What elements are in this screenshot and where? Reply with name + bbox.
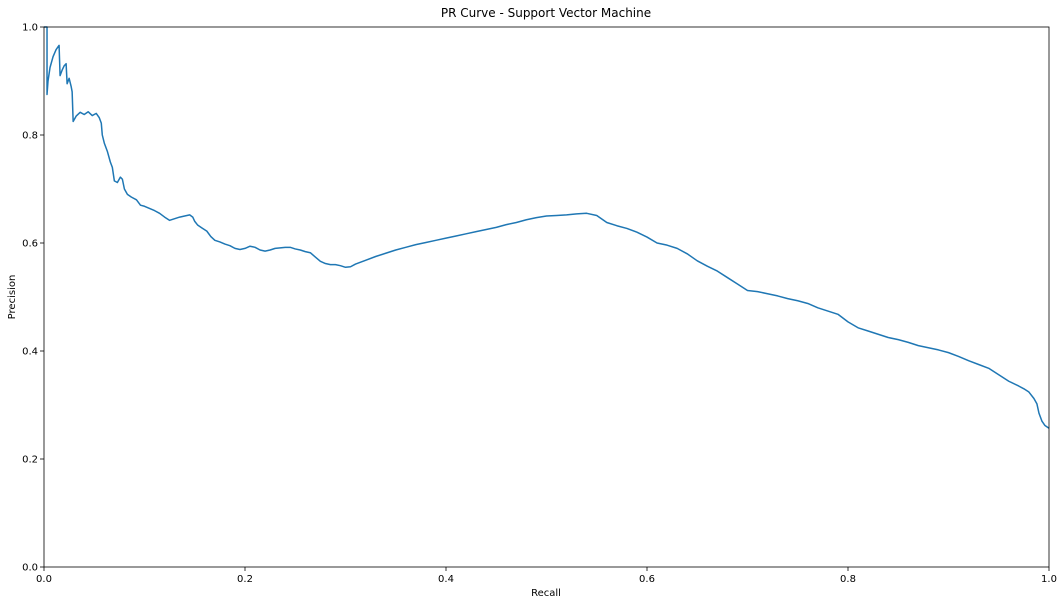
x-tick-label: 0.0: [36, 574, 52, 585]
plot-frame: [43, 26, 1050, 568]
x-tick-label: 0.6: [639, 574, 655, 585]
series-layer: [44, 26, 1050, 429]
chart-title: PR Curve - Support Vector Machine: [441, 6, 651, 20]
pr-curve-line: [44, 26, 1050, 429]
x-axis: 0.0 0.2 0.4 0.6 0.8 1.0: [36, 567, 1057, 585]
x-axis-label: Recall: [531, 588, 561, 599]
y-tick-label: 0.8: [22, 131, 38, 142]
y-tick-label: 0.6: [22, 239, 38, 250]
y-axis-label: Precision: [7, 275, 18, 320]
y-tick-label: 0.4: [22, 347, 38, 358]
x-tick-label: 1.0: [1041, 574, 1057, 585]
y-axis: 0.0 0.2 0.4 0.6 0.8 1.0: [22, 23, 44, 574]
x-tick-label: 0.8: [840, 574, 856, 585]
y-tick-label: 1.0: [22, 23, 38, 34]
x-tick-label: 0.4: [438, 574, 454, 585]
y-tick-label: 0.2: [22, 455, 38, 466]
x-tick-label: 0.2: [237, 574, 253, 585]
y-tick-label: 0.0: [22, 563, 38, 574]
